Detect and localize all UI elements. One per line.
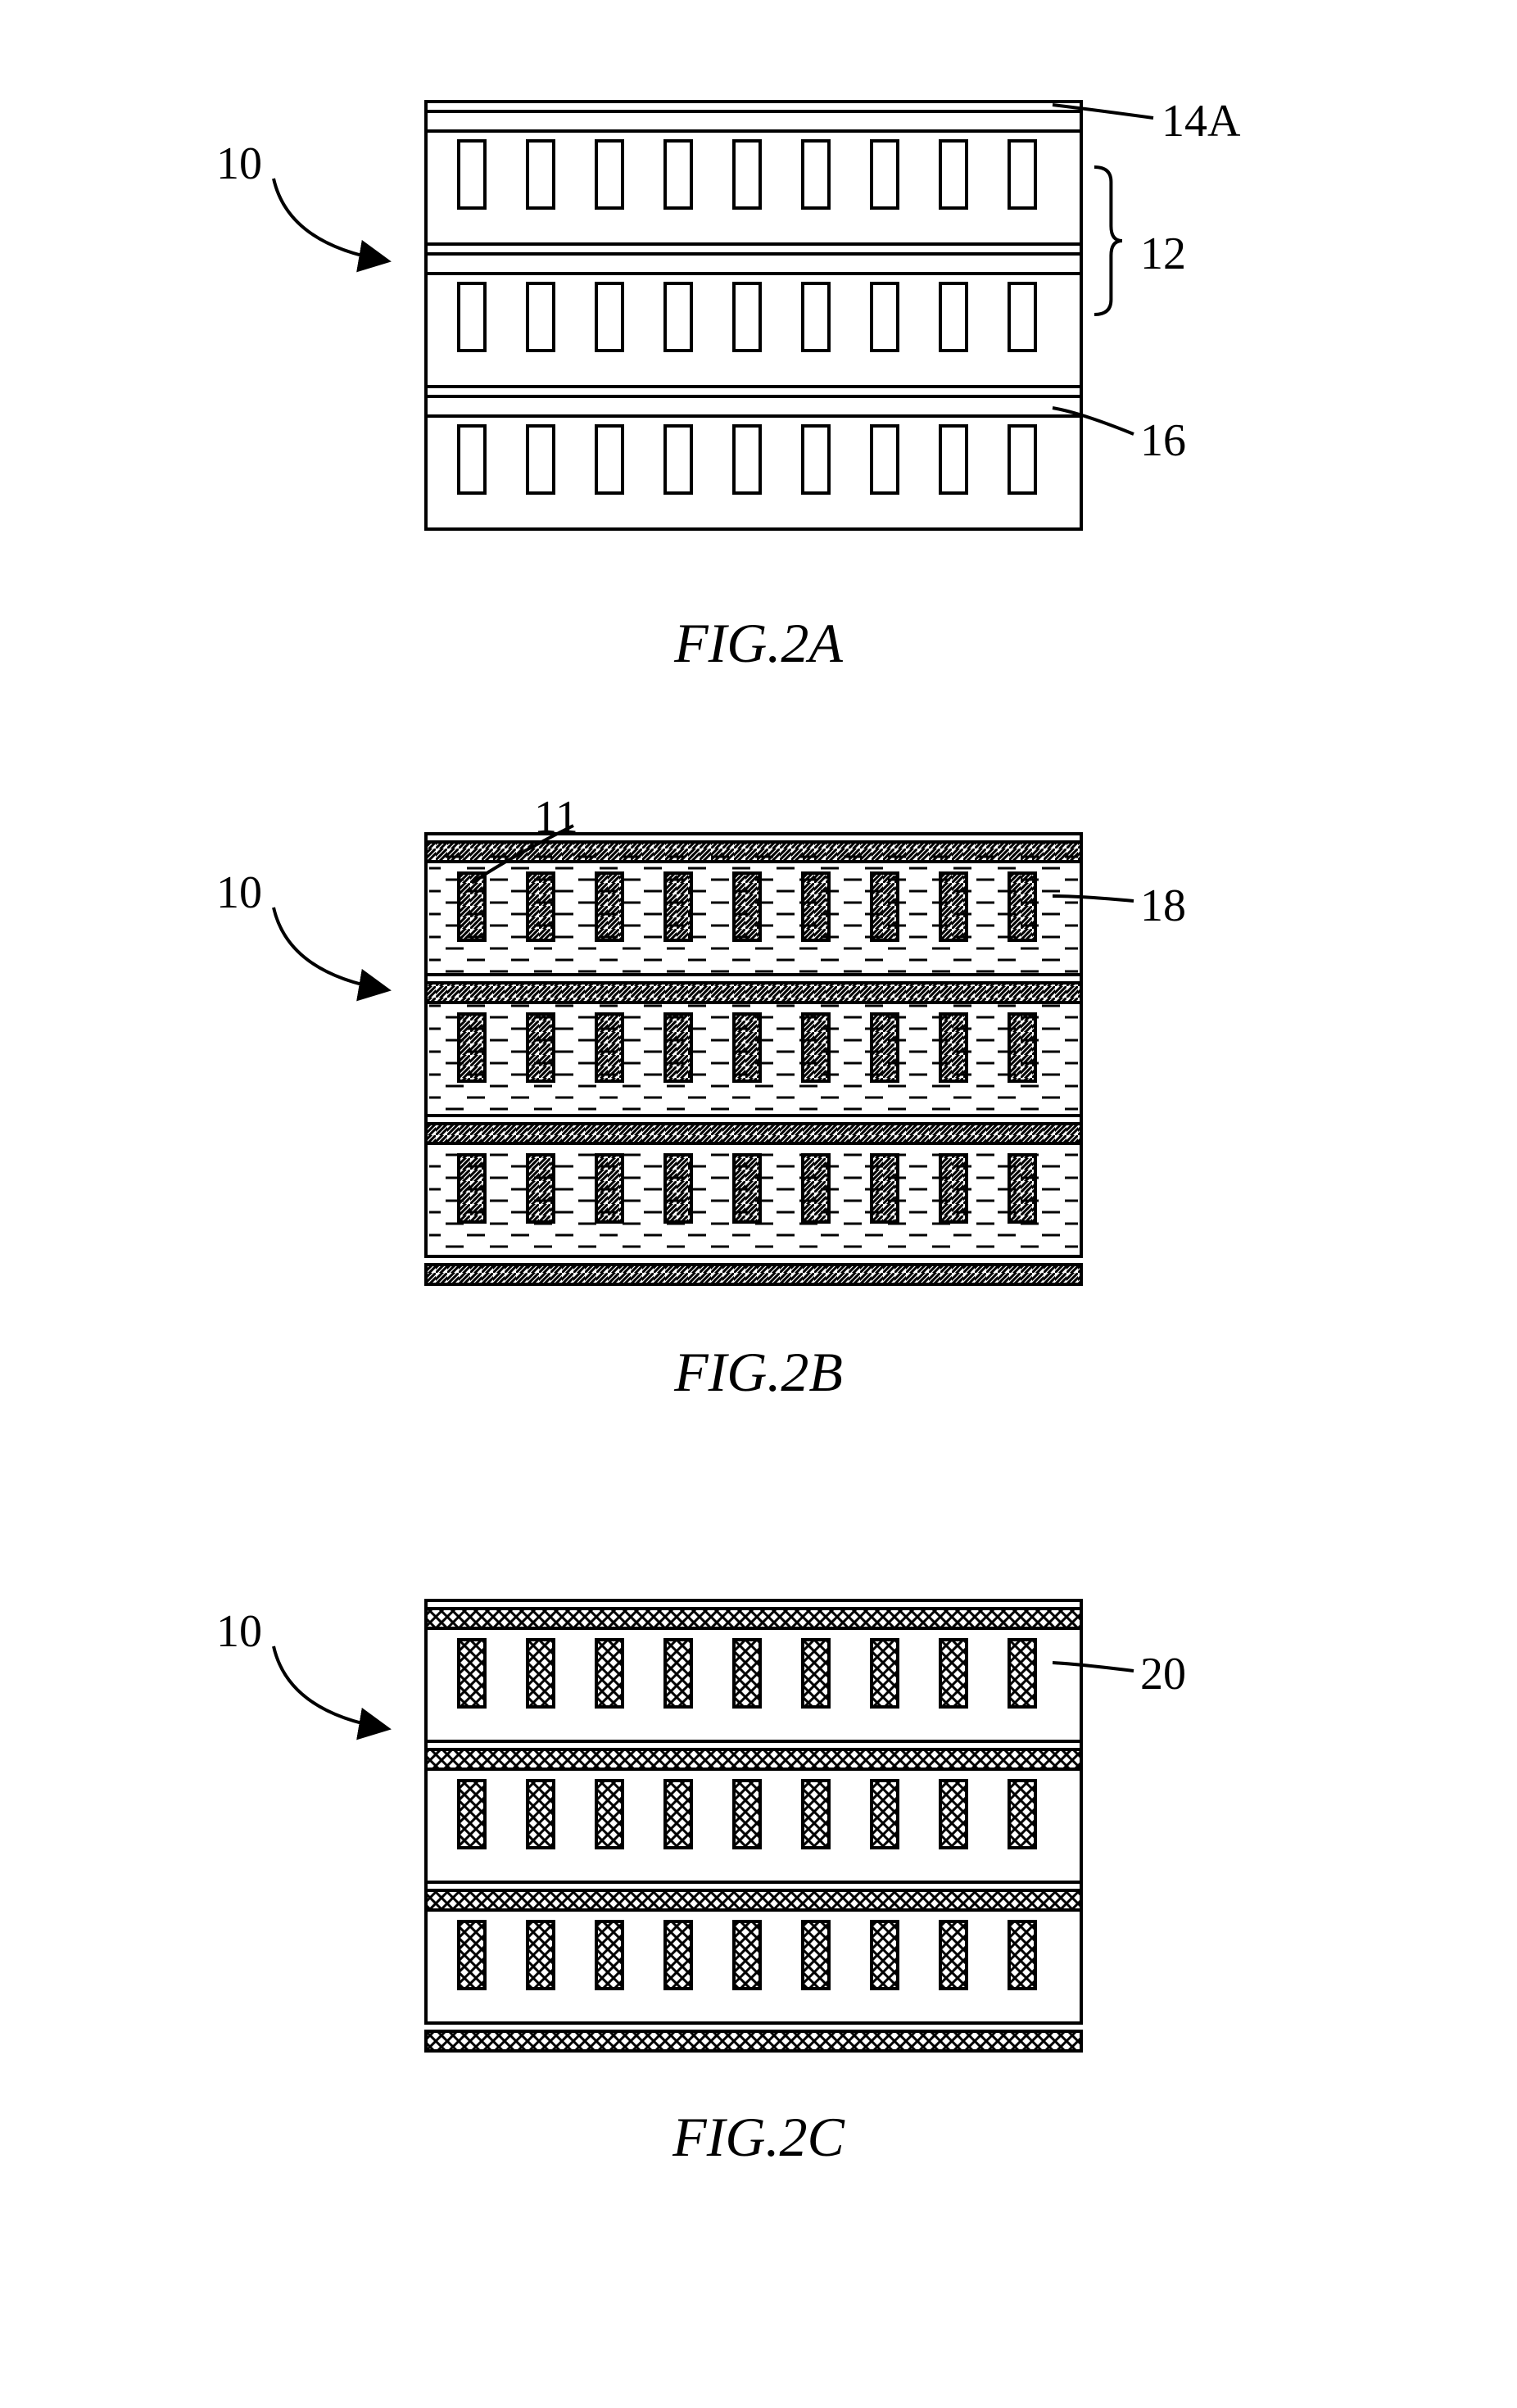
fig2a-label-14A: 14A [1162,95,1240,147]
fig2c-label-20: 20 [1140,1648,1186,1700]
diagram-svg [0,0,1517,2408]
fig2c-label-10: 10 [216,1605,262,1658]
fig2c-caption: FIG.2C [0,2105,1517,2170]
fig2b-label-10: 10 [216,867,262,919]
fig2b-label-11: 11 [534,791,578,844]
fig2a-label-12: 12 [1140,228,1186,280]
fig2a-label-16: 16 [1140,414,1186,467]
page: FIG.2A FIG.2B FIG.2C 10 14A 12 16 10 11 18 10 20 [0,0,1517,2408]
fig2b-caption: FIG.2B [0,1340,1517,1405]
fig2a-caption: FIG.2A [0,611,1517,676]
fig2a-label-10: 10 [216,138,262,190]
fig2b-label-18: 18 [1140,880,1186,932]
